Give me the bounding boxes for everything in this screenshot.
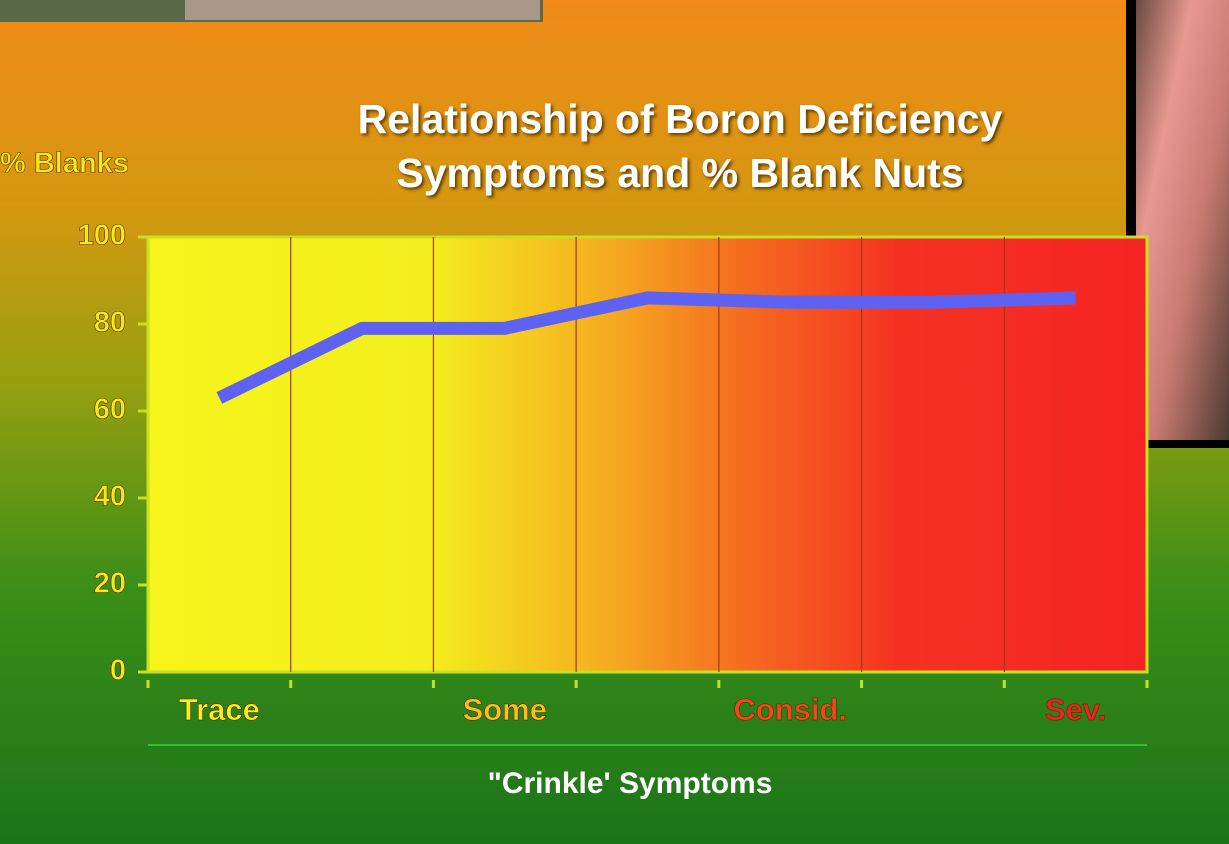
x-tick-label: Trace [179,692,260,727]
y-tick-label: 0 [110,655,126,687]
y-tick-label: 60 [94,394,126,426]
y-tick-label: 100 [78,220,126,252]
y-tick-label: 20 [94,568,126,600]
y-tick-label: 40 [94,481,126,513]
photo [1136,0,1229,440]
chart-title: Relationship of Boron Deficiency Symptom… [290,92,1070,200]
x-tick-label: Consid. [733,692,847,727]
photo-strip [185,0,540,20]
x-axis-title: "Crinkle' Symptoms [488,767,773,800]
x-tick-label: Sev. [1045,692,1106,727]
x-tick-label: Some [463,692,547,727]
y-tick-label: 80 [94,307,126,339]
y-axis-title: % Blanks [0,148,129,180]
slide: % Blanks "Crinkle' Symptoms 0 20 40 60 80 100… [0,0,1229,844]
